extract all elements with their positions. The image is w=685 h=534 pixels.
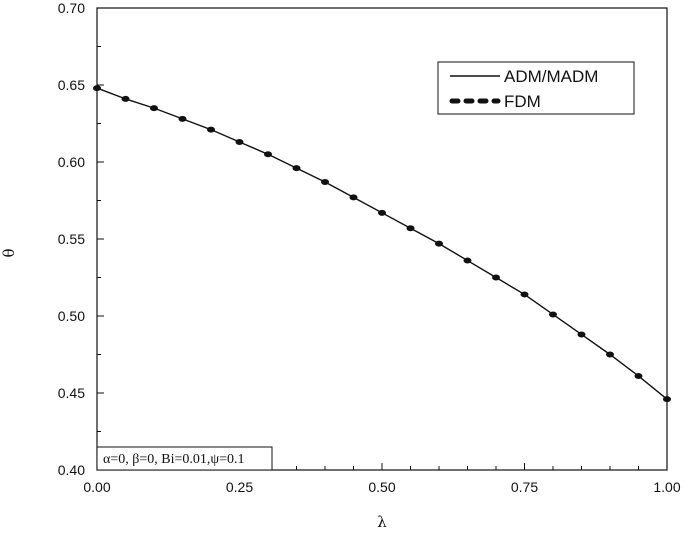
parameter-annotation: α=0, β=0, Bi=0.01,ψ=0.1	[96, 446, 273, 471]
fdm-point	[634, 373, 643, 380]
fdm-point	[349, 194, 358, 201]
legend-label-adm-madm: ADM/MADM	[504, 67, 598, 86]
y-tick-label: 0.40	[58, 462, 85, 478]
series-layer	[93, 85, 671, 403]
fdm-point	[378, 209, 386, 216]
annotation-box-frame	[96, 446, 273, 471]
y-axis-label: θ	[0, 248, 18, 257]
y-tick-label: 0.60	[58, 154, 85, 170]
series-line-adm-madm	[96, 87, 668, 400]
y-axis: 0.40 0.45 0.50 0.55 0.60 0.65 0.70	[58, 0, 104, 478]
y-tick-label: 0.50	[58, 308, 85, 324]
y-tick-label: 0.45	[58, 385, 85, 401]
x-tick-label: 1.00	[653, 479, 680, 495]
legend-label-fdm: FDM	[504, 92, 541, 111]
x-tick-label: 0.75	[511, 479, 538, 495]
fdm-point	[264, 151, 272, 158]
y-tick-label: 0.55	[58, 231, 85, 247]
x-tick-label: 0.25	[226, 479, 253, 495]
fdm-point	[150, 105, 158, 112]
fdm-point	[463, 257, 472, 264]
fdm-point	[235, 138, 244, 145]
fdm-point	[93, 85, 101, 92]
fdm-point	[520, 291, 529, 298]
fdm-point	[549, 311, 557, 318]
fdm-point	[321, 179, 329, 186]
fdm-point	[577, 331, 586, 338]
x-axis: 0.00 0.25 0.50 0.75 1.00	[83, 463, 681, 495]
x-tick-label: 0.50	[368, 479, 395, 495]
x-tick-label: 0.00	[83, 479, 110, 495]
legend: ADM/MADM FDM	[437, 61, 635, 115]
legend-box	[437, 61, 635, 115]
fdm-point	[207, 126, 215, 133]
x-axis-label: λ	[377, 513, 387, 531]
fdm-point	[406, 225, 415, 232]
fdm-point	[663, 396, 671, 403]
fdm-point	[435, 240, 443, 247]
fdm-point	[121, 95, 130, 102]
y-tick-label: 0.65	[58, 77, 85, 93]
fdm-point	[606, 351, 614, 358]
fdm-point	[492, 274, 500, 281]
fdm-point	[178, 115, 187, 122]
annotation-text: α=0, β=0, Bi=0.01,ψ=0.1	[103, 452, 245, 467]
y-tick-label: 0.70	[58, 0, 85, 16]
fdm-point	[292, 165, 301, 172]
